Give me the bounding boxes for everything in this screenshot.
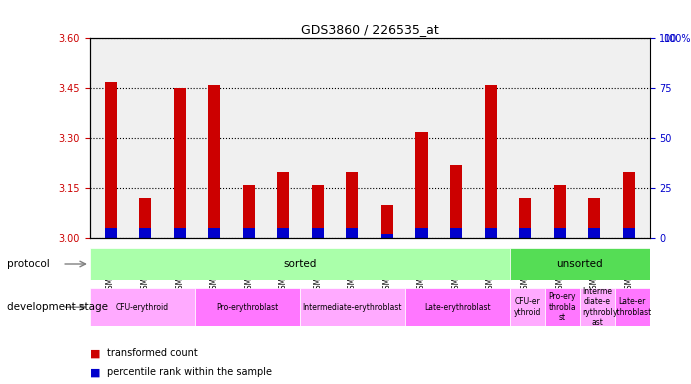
Bar	[208, 228, 220, 238]
Bar	[346, 172, 359, 238]
Bar	[312, 228, 324, 238]
Bar	[243, 185, 255, 238]
FancyBboxPatch shape	[509, 288, 545, 326]
Text: sorted: sorted	[283, 259, 316, 269]
Bar	[623, 228, 635, 238]
Bar	[519, 228, 531, 238]
Text: Interme
diate-e
rythrobl
ast: Interme diate-e rythrobl ast	[582, 287, 612, 327]
Text: percentile rank within the sample: percentile rank within the sample	[107, 367, 272, 377]
Bar	[346, 228, 359, 238]
Text: ■: ■	[90, 367, 100, 377]
Text: Intermediate-erythroblast: Intermediate-erythroblast	[303, 303, 402, 312]
Y-axis label: 100%: 100%	[664, 35, 691, 45]
Bar	[277, 172, 290, 238]
Bar	[519, 198, 531, 238]
Text: development stage: development stage	[7, 302, 108, 312]
FancyBboxPatch shape	[90, 288, 195, 326]
Bar	[450, 165, 462, 238]
Bar	[139, 228, 151, 238]
Bar	[243, 228, 255, 238]
Bar	[484, 228, 497, 238]
FancyBboxPatch shape	[195, 288, 300, 326]
Bar	[588, 198, 600, 238]
Text: transformed count: transformed count	[107, 348, 198, 358]
Bar	[381, 205, 393, 238]
Bar	[623, 172, 635, 238]
Bar	[553, 185, 566, 238]
Bar	[553, 228, 566, 238]
FancyBboxPatch shape	[545, 288, 580, 326]
Title: GDS3860 / 226535_at: GDS3860 / 226535_at	[301, 23, 439, 36]
Bar	[208, 85, 220, 238]
Bar	[381, 234, 393, 238]
Text: unsorted: unsorted	[556, 259, 603, 269]
Text: protocol: protocol	[7, 259, 50, 269]
Text: CFU-er
ythroid: CFU-er ythroid	[513, 298, 541, 317]
Bar	[415, 132, 428, 238]
Text: Pro-erythroblast: Pro-erythroblast	[216, 303, 278, 312]
FancyBboxPatch shape	[300, 288, 405, 326]
Bar	[104, 228, 117, 238]
FancyBboxPatch shape	[614, 288, 650, 326]
FancyBboxPatch shape	[580, 288, 614, 326]
FancyBboxPatch shape	[405, 288, 509, 326]
Bar	[139, 198, 151, 238]
Bar	[415, 228, 428, 238]
Text: CFU-erythroid: CFU-erythroid	[115, 303, 169, 312]
FancyBboxPatch shape	[509, 248, 650, 280]
Text: Pro-ery
throbla
st: Pro-ery throbla st	[548, 292, 576, 322]
Bar	[588, 228, 600, 238]
Text: Late-er
ythroblast: Late-er ythroblast	[612, 298, 652, 317]
Bar	[104, 82, 117, 238]
Bar	[173, 88, 186, 238]
Text: Late-erythroblast: Late-erythroblast	[424, 303, 491, 312]
Bar	[450, 228, 462, 238]
Bar	[312, 185, 324, 238]
FancyBboxPatch shape	[90, 248, 509, 280]
Bar	[173, 228, 186, 238]
Bar	[484, 85, 497, 238]
Text: ■: ■	[90, 348, 100, 358]
Bar	[277, 228, 290, 238]
